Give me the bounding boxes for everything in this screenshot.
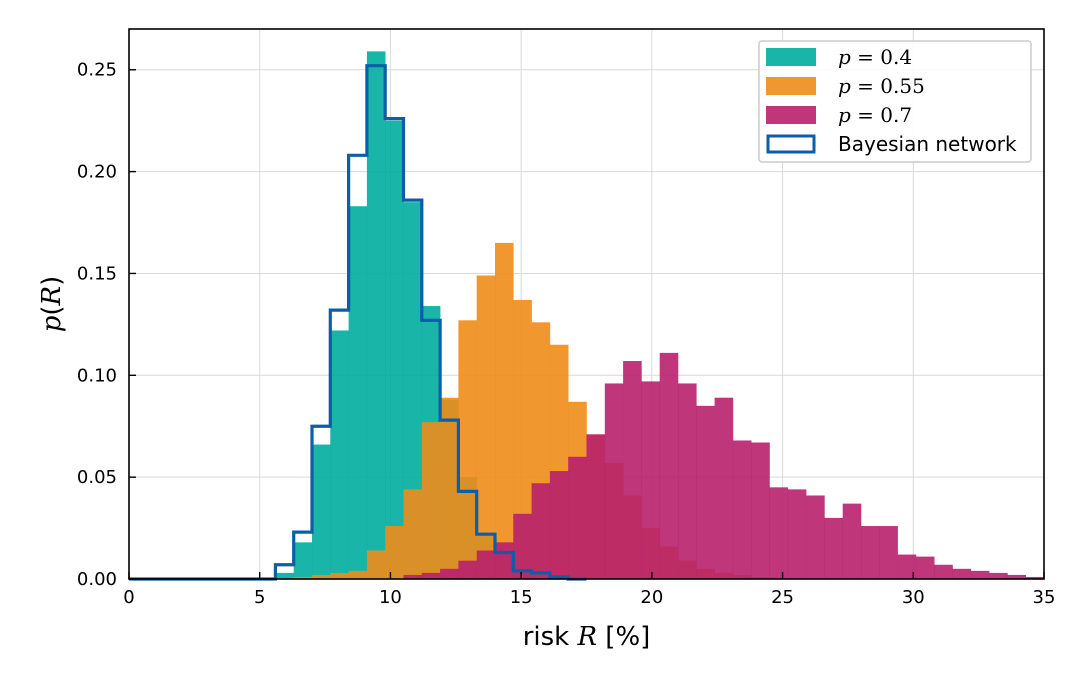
histogram-bar [348,570,368,579]
x-axis-label: risk R [%] [523,622,651,652]
histogram-bar [604,383,624,579]
histogram-bar [678,383,697,579]
plot-frame [128,28,1045,580]
y-tick-label: 0.20 [77,162,117,183]
histogram-bar [275,572,294,579]
histogram-bar [751,442,770,579]
histogram-bar [806,495,825,579]
histogram-bar [696,405,715,579]
y-axis-label: p(R) [37,276,67,333]
histogram-bar [714,397,734,579]
legend-label-p04: p = 0.4 [838,45,912,69]
y-tick-label: 0.15 [77,263,117,284]
histogram-bar [1007,574,1026,579]
histogram-bar [366,550,386,579]
x-tick-label: 35 [1033,587,1056,608]
y-tick-label: 0.00 [77,569,117,590]
histogram-bar [568,456,587,579]
histogram-bar [495,242,514,579]
legend-swatch-bayesian [766,134,816,154]
histogram-bar [970,570,990,579]
histogram-bar [861,526,880,579]
histogram-bar [732,440,752,579]
legend: p = 0.4 p = 0.55 p = 0.7 Bayesian networ… [758,40,1032,163]
legend-swatch-p04 [766,48,816,66]
histogram-bar [531,483,551,579]
histogram-bars [275,51,1045,580]
histogram-bar [842,503,862,579]
axis-ticks: 0 5 10 15 20 25 30 35 0.00 0.05 0.10 0.15 0.20 0.25 [77,60,1056,608]
histogram-bar [952,568,972,579]
legend-label-bayesian: Bayesian network [838,132,1017,156]
legend-box [758,40,1032,163]
series-p07 [403,352,1045,579]
x-tick-label: 25 [771,587,794,608]
x-tick-label: 0 [123,587,134,608]
legend-label-p055: p = 0.55 [838,74,925,98]
histogram-bar [659,352,679,579]
histogram-bar [879,526,898,579]
histogram-bar [366,51,386,579]
x-tick-label: 15 [510,587,533,608]
histogram-bar [476,550,496,579]
histogram-bar [989,572,1008,579]
histogram-bar [495,542,514,579]
x-tick-label: 30 [902,587,925,608]
histogram-bar [421,572,441,579]
x-tick-label: 10 [379,587,402,608]
histogram-bar [330,572,349,579]
x-tick-label: 20 [640,587,663,608]
legend-swatch-p07 [766,106,816,124]
histogram-bar [312,444,331,579]
histogram-bar [293,576,313,579]
histogram-bar [787,489,807,579]
histogram-bar [1025,576,1045,579]
histogram-bar [293,542,313,579]
histogram-bar [513,513,532,579]
histogram-bar [934,564,953,579]
histogram-bar [915,556,935,579]
y-tick-label: 0.25 [77,60,117,81]
histogram-bar [641,381,660,579]
histogram-bar [348,206,368,579]
histogram-bar [458,320,477,579]
histogram-bar [769,487,789,579]
histogram-bar [403,574,423,579]
legend-swatch-p055 [766,77,816,95]
histogram-bar [440,568,459,579]
histogram-bar [421,422,441,579]
histogram-bar [549,471,569,579]
histogram-bar [312,574,331,579]
legend-label-p07: p = 0.7 [838,103,912,127]
histogram-bar [330,330,349,579]
histogram-bar [440,397,459,579]
histogram-bar [476,275,496,579]
histogram-bar [897,554,917,579]
histogram-bar [385,120,404,580]
x-tick-label: 5 [254,587,265,608]
histogram-bar [403,489,423,579]
histogram-bar [458,560,477,579]
histogram-bar [824,517,843,579]
histogram-bar [623,361,642,579]
y-tick-label: 0.05 [77,467,117,488]
histogram-bar [513,299,532,579]
histogram-bar [586,434,606,579]
histogram-bar [403,202,423,580]
histogram-bar [385,526,404,579]
y-tick-label: 0.10 [77,365,117,386]
